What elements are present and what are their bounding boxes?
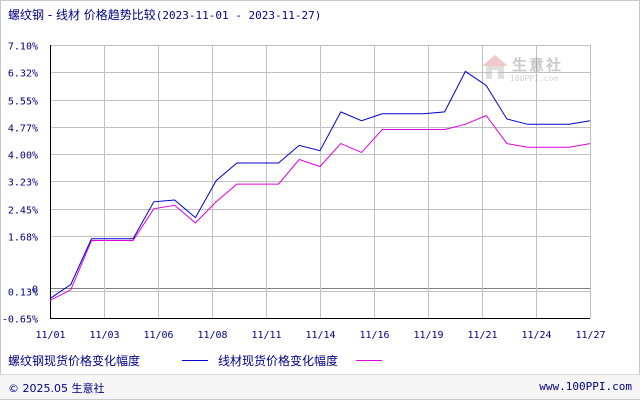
y-tick-label: 7.10%	[8, 42, 38, 53]
watermark-url: 100PPI.com	[510, 74, 559, 83]
y-tick-labels: 7.10% 6.32% 5.55% 4.77% 4.00% 3.23% 2.45% 1.68%…	[2, 42, 38, 326]
series-lines	[49, 70, 591, 301]
legend-item-rebar: 螺纹钢现货价格变化幅度	[8, 352, 140, 369]
y-tick-label: -0.65%	[2, 315, 38, 326]
x-tick-label: 11/19	[413, 330, 443, 340]
legend-swatch-wire	[356, 360, 382, 361]
x-tick-label: 11/03	[89, 330, 119, 340]
legend-label-wire: 线材现货价格变化幅度	[218, 354, 339, 368]
x-tick-label: 11/16	[359, 330, 389, 340]
x-tick-label: 11/08	[197, 330, 227, 340]
y-tick-label: 2.45%	[8, 206, 38, 217]
series-line-wire	[49, 114, 591, 301]
chart-title: 螺纹钢 - 线材 价格趋势比较(2023-11-01 - 2023-11-27)	[8, 6, 321, 23]
x-tick-label: 11/24	[521, 330, 551, 340]
y-tick-label: 4.77%	[8, 124, 38, 135]
copyright-text: © 2025.05 生意社	[8, 382, 105, 395]
legend-swatch-rebar	[182, 360, 208, 361]
legend-label-rebar: 螺纹钢现货价格变化幅度	[8, 354, 141, 368]
chart-title-range: (2023-11-01 - 2023-11-27)	[155, 9, 322, 22]
y-tick-label: 6.32%	[8, 69, 38, 80]
grid-lines	[50, 45, 591, 319]
y-tick-label: 1.68%	[8, 233, 38, 244]
x-tick-label: 11/27	[575, 330, 605, 340]
x-tick-label: 11/01	[35, 330, 65, 340]
series-line-rebar	[49, 70, 591, 300]
y-tick-label: 5.55%	[8, 97, 38, 108]
site-url-text: www.100PPI.com	[539, 380, 632, 393]
axes	[50, 45, 590, 319]
y-tick-label: 3.23%	[8, 178, 38, 189]
y-tick-label: 0.13%	[8, 288, 38, 299]
y-tick-label: 0	[32, 285, 38, 296]
house-icon	[482, 55, 508, 79]
x-tick-labels: 11/01 11/03 11/06 11/08 11/11 11/14 11/16 11/19…	[35, 330, 605, 340]
watermark-logo: 生意社 100PPI.com	[480, 52, 580, 86]
chart-title-main: 螺纹钢 - 线材 价格趋势比较	[8, 8, 156, 22]
watermark-name: 生意社	[512, 56, 564, 74]
x-tick-label: 11/14	[305, 330, 335, 340]
footer-bar: © 2025.05 生意社 www.100PPI.com	[0, 374, 640, 399]
legend-item-wire: 线材现货价格变化幅度	[218, 352, 338, 369]
x-tick-label: 11/21	[467, 330, 497, 340]
x-tick-label: 11/11	[251, 330, 281, 340]
y-tick-label: 4.00%	[8, 151, 38, 162]
line-chart: 7.10% 6.32% 5.55% 4.77% 4.00% 3.23% 2.45% 1.68%…	[2, 42, 606, 341]
x-tick-label: 11/06	[143, 330, 173, 340]
